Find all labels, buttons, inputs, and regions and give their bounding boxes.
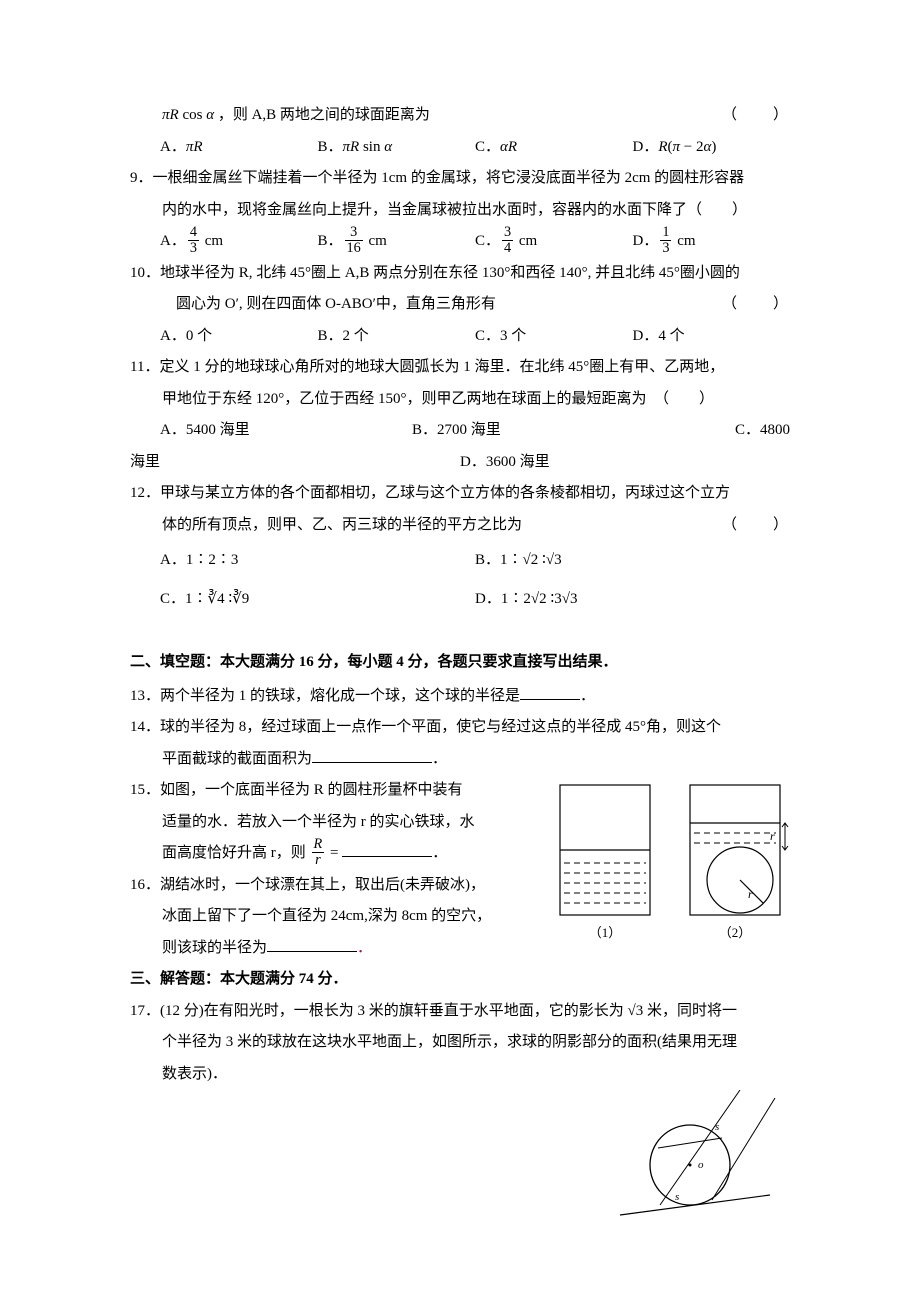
q15-mid: =: [330, 845, 342, 861]
q11-stem1: 11．定义 1 分的地球球心角所对的地球大圆弧长为 1 海里．在北纬 45°圈上…: [130, 352, 790, 384]
q15-figure: （1） r: [550, 775, 790, 958]
q11-stem2: 甲地位于东经 120°，乙位于西经 150°，则甲乙两地在球面上的最短距离为 （…: [130, 384, 790, 416]
q17-figure: o s s: [620, 1090, 780, 1233]
q12-choice-d: D．1∶2√2 ∶3√3: [475, 580, 790, 619]
q11-choice-d: D．3600 海里: [460, 447, 550, 479]
q12-choice-c: C．1∶∛4 ∶∛9: [160, 580, 475, 619]
q12-stem2: 体的所有顶点，则甲、乙、丙三球的半径的平方之比为: [162, 510, 722, 542]
q11-choice-a: A．5400 海里: [160, 415, 412, 447]
svg-text:o: o: [698, 1159, 704, 1171]
svg-text:s: s: [675, 1191, 679, 1203]
q10-stem2: 圆心为 O′, 则在四面体 O-ABO′中，直角三角形有: [176, 289, 722, 321]
q17-stem1: 17．(12 分)在有阳光时，一根长为 3 米的旗轩垂直于水平地面，它的影长为 …: [130, 996, 790, 1028]
q8-choices: A．πR B．πR sin α C．αR D．R(π − 2α): [160, 132, 790, 164]
q8-stem: πR cos α ，则 A,B 两地之间的球面距离为 （ ）: [130, 100, 790, 132]
q10-choice-a: A．0 个: [160, 321, 318, 353]
q10-choice-c: C．3 个: [475, 321, 633, 353]
q9-choice-a: A．43 cm: [160, 226, 318, 258]
q9-choice-b: B．316 cm: [318, 226, 476, 258]
q12-choices-row1: A．1∶2∶3 B．1∶√2 ∶√3: [160, 541, 790, 580]
q17-stem3: 数表示)．: [130, 1059, 790, 1091]
q14-stem2: 平面截球的截面面积为 ．: [130, 744, 790, 776]
q16-pre: 则该球的半径为: [162, 940, 267, 956]
q11-choices-row1: A．5400 海里 B．2700 海里 C．4800: [160, 415, 790, 447]
q16-blank[interactable]: [267, 937, 357, 952]
q10-choices: A．0 个 B．2 个 C．3 个 D．4 个: [160, 321, 790, 353]
q10-stem1: 10．地球半径为 R, 北纬 45°圈上 A,B 两点分别在东径 130°和西径…: [130, 258, 790, 290]
q8-choice-c: C．αR: [475, 132, 633, 164]
section3-title: 三、解答题：本大题满分 74 分．: [130, 964, 790, 996]
q12-stem1: 12．甲球与某立方体的各个面都相切，乙球与这个立方体的各条棱都相切，丙球过这个立…: [130, 478, 790, 510]
q13: 13．两个半径为 1 的铁球，熔化成一个球，这个球的半径是 ．: [130, 681, 790, 713]
q15-pre: 面高度恰好升高 r，则: [162, 845, 306, 861]
q9-stem2: 内的水中，现将金属丝向上提升，当金属球被拉出水面时，容器内的水面下降了（ ）: [130, 195, 790, 227]
q14-suf: ．: [432, 751, 447, 767]
q12-choice-b: B．1∶√2 ∶√3: [475, 541, 790, 580]
q10-choice-b: B．2 个: [318, 321, 476, 353]
q15-blank[interactable]: [342, 843, 432, 858]
q12-choice-a: A．1∶2∶3: [160, 541, 475, 580]
q12-paren: （ ）: [722, 510, 790, 542]
q9-choice-d: D．13 cm: [633, 226, 791, 258]
q13-blank[interactable]: [520, 685, 580, 700]
q12-choices-row2: C．1∶∛4 ∶∛9 D．1∶2√2 ∶3√3: [160, 580, 790, 619]
q9-stem1: 9．一根细金属丝下端挂着一个半径为 1cm 的金属球，将它浸没底面半径为 2cm…: [130, 163, 790, 195]
q11-choice-b: B．2700 海里: [412, 415, 664, 447]
q8-choice-b: B．πR sin α: [318, 132, 476, 164]
q15-frac-den: r: [312, 853, 325, 868]
q15-frac-num: R: [312, 837, 325, 853]
q16-suf: ．: [357, 940, 372, 956]
q9-choice-c: C．34 cm: [475, 226, 633, 258]
svg-text:r: r: [770, 829, 775, 843]
q8-paren: （ ）: [722, 100, 790, 132]
q11-choices-row2: 海里 D．3600 海里: [130, 447, 790, 479]
svg-text:s: s: [715, 1121, 719, 1133]
q11-choice-c: C．4800: [664, 415, 790, 447]
q14-blank[interactable]: [312, 748, 432, 763]
svg-text:（2）: （2）: [719, 925, 752, 940]
svg-text:（1）: （1）: [589, 925, 622, 940]
q11-choice-c-tail: 海里: [130, 447, 460, 479]
q10-paren: （ ）: [722, 289, 790, 321]
q14-pre: 平面截球的截面面积为: [162, 751, 312, 767]
q13-pre: 13．两个半径为 1 的铁球，熔化成一个球，这个球的半径是: [130, 688, 520, 704]
q8-choice-a: A．πR: [160, 132, 318, 164]
q17-stem2: 个半径为 3 米的球放在这块水平地面上，如图所示，求球的阴影部分的面积(结果用无…: [130, 1027, 790, 1059]
q9-choices: A．43 cm B．316 cm C．34 cm D．13 cm: [160, 226, 790, 258]
q10-stem2-line: 圆心为 O′, 则在四面体 O-ABO′中，直角三角形有 （ ）: [130, 289, 790, 321]
q13-suf: ．: [580, 688, 595, 704]
svg-text:r: r: [748, 887, 753, 901]
q8-lead: ，则 A,B 两地之间的球面距离为: [218, 107, 430, 123]
section2-title: 二、填空题：本大题满分 16 分，每小题 4 分，各题只要求直接写出结果．: [130, 647, 790, 679]
q15-suf: ．: [432, 845, 447, 861]
q12-stem2-line: 体的所有顶点，则甲、乙、丙三球的半径的平方之比为 （ ）: [130, 510, 790, 542]
q8-choice-d: D．R(π − 2α): [633, 132, 791, 164]
q8-expr: πR: [162, 107, 179, 123]
q10-choice-d: D．4 个: [633, 321, 791, 353]
q14-stem1: 14．球的半径为 8，经过球面上一点作一个平面，使它与经过这点的半径成 45°角…: [130, 712, 790, 744]
